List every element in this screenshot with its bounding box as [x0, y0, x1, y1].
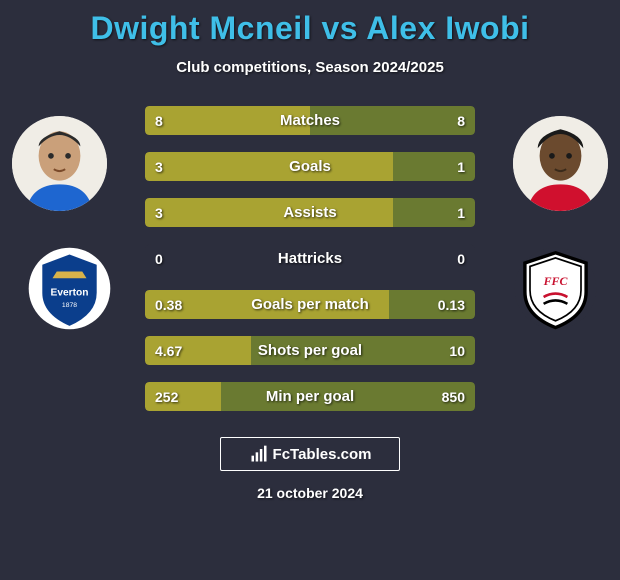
brand-label: FcTables.com — [273, 446, 372, 463]
player-avatar-icon — [513, 116, 608, 211]
club-badge-icon: FFC — [513, 246, 598, 331]
stat-bars: 88Matches 31Goals 31Assists 00Hattricks 0.38… — [145, 106, 475, 411]
stat-row: 00Hattricks — [145, 244, 475, 273]
stat-row: 4.6710Shots per goal — [145, 336, 475, 365]
stat-bar-right — [251, 336, 475, 365]
stat-bar-left — [145, 336, 251, 365]
stat-bar-track — [145, 290, 475, 319]
stat-bar-left — [145, 106, 310, 135]
stat-bar-right — [310, 106, 475, 135]
stat-bar-left — [145, 152, 393, 181]
stat-bar-left — [145, 290, 389, 319]
stat-bar-right — [389, 290, 475, 319]
stat-bar-right — [221, 382, 475, 411]
stat-bar-track — [145, 152, 475, 181]
svg-text:Everton: Everton — [51, 287, 89, 298]
comparison-title: Dwight Mcneil vs Alex Iwobi — [0, 0, 620, 47]
player-right-club-badge: FFC — [513, 246, 598, 331]
stat-bar-right — [393, 198, 476, 227]
comparison-content: Everton 1878 FFC 88Matches 31Goals 31Assis… — [0, 106, 620, 411]
club-badge-icon: Everton 1878 — [27, 246, 112, 331]
stat-bar-track — [145, 336, 475, 365]
svg-text:FFC: FFC — [543, 274, 569, 288]
stat-row: 252850Min per goal — [145, 382, 475, 411]
player-right-avatar — [513, 116, 608, 211]
stat-row: 31Goals — [145, 152, 475, 181]
stat-row: 31Assists — [145, 198, 475, 227]
stat-row: 0.380.13Goals per match — [145, 290, 475, 319]
stat-bar-track — [145, 106, 475, 135]
player-avatar-icon — [12, 116, 107, 211]
stat-bar-left — [145, 198, 393, 227]
comparison-subtitle: Club competitions, Season 2024/2025 — [0, 59, 620, 76]
player-left-club-badge: Everton 1878 — [27, 246, 112, 331]
brand-badge: FcTables.com — [220, 437, 400, 471]
stat-bar-track — [145, 198, 475, 227]
stat-bar-left — [145, 382, 221, 411]
chart-icon — [249, 444, 269, 464]
svg-text:1878: 1878 — [62, 302, 77, 309]
player-left-avatar — [12, 116, 107, 211]
snapshot-date: 21 october 2024 — [0, 485, 620, 501]
stat-bar-track — [145, 244, 475, 273]
stat-bar-right — [393, 152, 476, 181]
stat-row: 88Matches — [145, 106, 475, 135]
stat-bar-track — [145, 382, 475, 411]
